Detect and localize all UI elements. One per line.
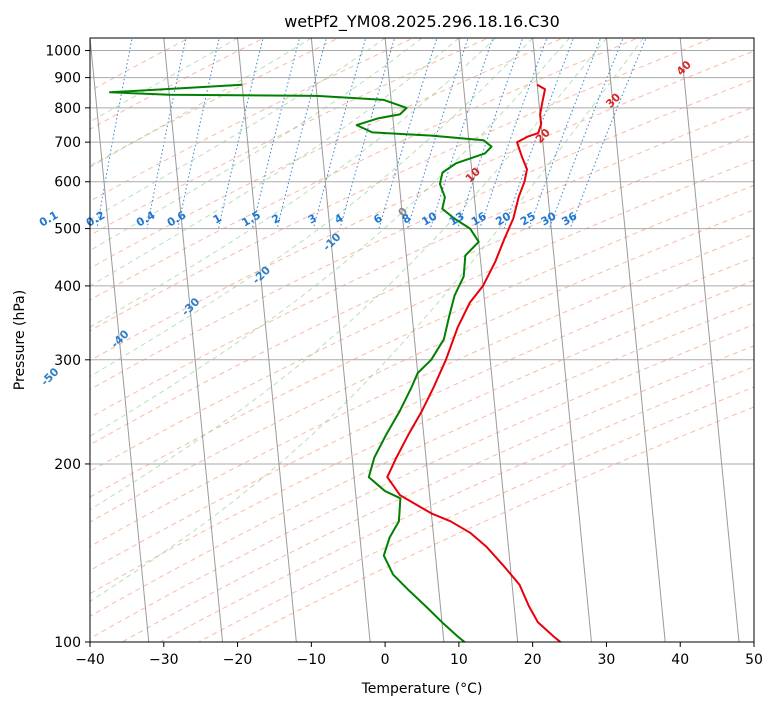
grid-lines [0,38,754,642]
mixing-ratio-line [339,38,396,229]
mixing-ratio-line [548,38,624,229]
moist-adiabat [90,38,534,378]
x-tick-label: 30 [598,652,616,668]
mixing-ratio-line [96,38,133,229]
dry-adiabat [198,386,754,642]
mixing-ratio-line [146,38,187,229]
y-tick-label: 400 [54,279,81,295]
isotherm-gridline [605,38,666,642]
dry-adiabat [90,106,754,419]
x-tick-label: 10 [450,652,468,668]
moist-adiabat [90,38,607,511]
moist-adiabat [90,38,570,437]
moist-adiabat [90,38,312,168]
mixing-ratio-line [429,38,494,229]
dry-adiabat [90,279,754,595]
x-tick-label: −30 [149,652,179,668]
moist-adiabat [90,38,423,252]
y-tick-label: 1000 [45,44,81,60]
isotherm-gridline [753,38,754,44]
y-axis-label: Pressure (hPa) [12,290,28,390]
isotherm-gridline [163,38,224,642]
axes: −40 −30 −20 −10 0 10 20 30 40 50 100 200 300 400 500 60… [45,44,763,668]
y-tick-label: 100 [54,635,81,651]
moist-adiabat [90,38,497,328]
plot-area [90,38,754,642]
mixing-ratio-line [569,38,647,229]
x-tick-label: 40 [671,652,689,668]
mixing-ratio-line [251,38,301,229]
mixing-ratio-line [378,38,438,229]
mixing-ratio-line [276,38,327,229]
moist-adiabat [90,38,386,221]
y-tick-label: 700 [54,135,81,151]
x-tick-label: −40 [75,652,105,668]
mixing-ratio-line [312,38,367,229]
y-tick-label: 900 [54,71,81,87]
y-tick-label: 200 [54,457,81,473]
dry-adiabat [90,209,754,523]
dry-adiabat [90,38,415,202]
mixing-ratio-line [457,38,524,229]
isotherm-gridline [679,38,740,642]
moist-adiabat [90,38,460,287]
boundary-curve [0,36,72,642]
temperature-profile-line [386,83,563,642]
mixing-ratio-line [479,38,548,229]
isotherm-gridline [532,38,592,642]
x-tick-label: −20 [223,652,253,668]
isotherm-gridline [384,38,445,642]
x-tick-label: −10 [297,652,327,668]
dewpoint-profile-line [109,83,493,642]
chart-title: wetPf2_YM08.2025.296.18.16.C30 [284,12,560,32]
dry-adiabat [90,323,754,640]
mixing-ratio-line [528,38,602,229]
y-tick-label: 600 [54,175,81,191]
mixing-ratio-line [177,38,220,229]
mixing-ratio-line [503,38,575,229]
series-lines [109,83,563,642]
y-tick-label: 800 [54,101,81,117]
isotherm-gridline [0,38,1,642]
x-tick-label: 20 [524,652,542,668]
isotherm-gridline [237,38,297,642]
plot-frame [89,37,755,643]
dry-adiabat [90,159,754,472]
y-tick-label: 500 [54,222,81,238]
y-tick-label: 300 [54,353,81,369]
dry-adiabat [90,133,754,446]
x-tick-label: 50 [745,652,763,668]
mixing-ratio-line [50,36,82,229]
isotherm-gridline [310,38,371,642]
moist-adiabat [90,38,644,602]
isotherm-gridline [90,38,150,642]
x-axis-label: Temperature (°C) [361,681,483,697]
x-tick-label: 0 [381,652,390,668]
